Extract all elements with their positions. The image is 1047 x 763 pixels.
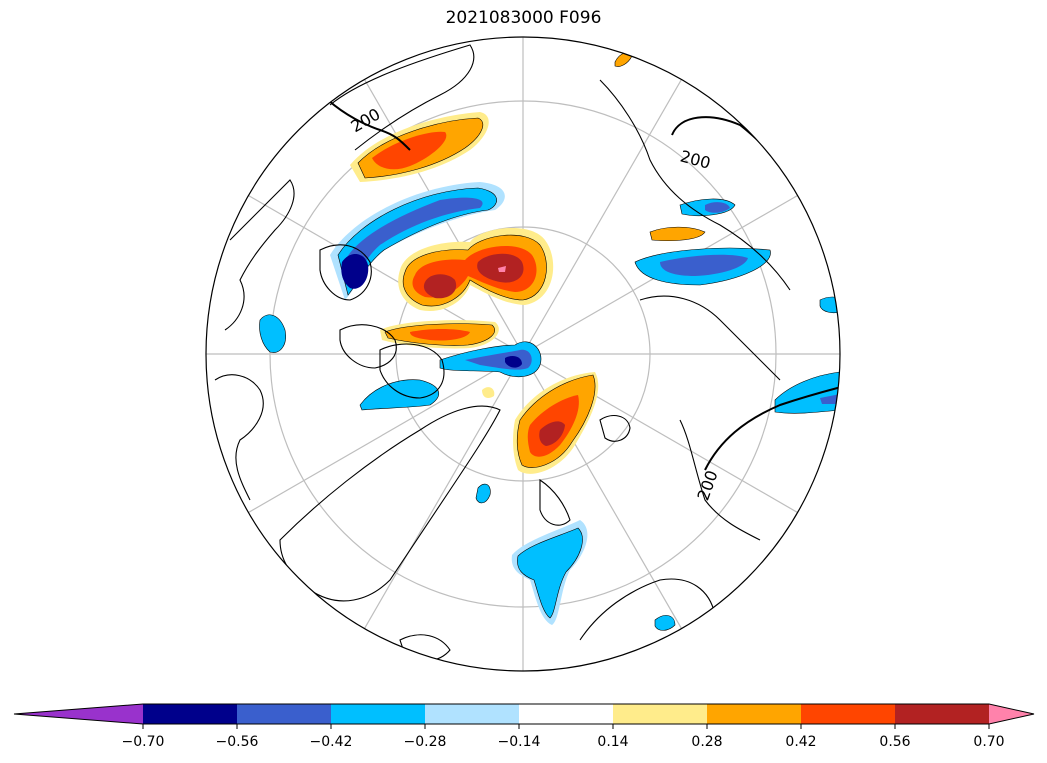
positive-anomaly-region xyxy=(539,421,565,446)
colorbar: −0.70 −0.56 −0.42 −0.28 −0.14 0.14 0.28 0.42 0.5… xyxy=(13,703,1035,750)
colorbar-bin xyxy=(237,704,332,724)
negative-anomaly-region xyxy=(660,254,748,276)
meridian-line xyxy=(248,353,524,514)
coastline xyxy=(279,405,501,602)
positive-anomaly-region xyxy=(614,52,633,67)
negative-anomaly-region xyxy=(341,254,369,289)
positive-anomaly-region xyxy=(482,387,495,398)
negative-anomaly-region xyxy=(259,314,286,353)
colorbar-tick-label: −0.28 xyxy=(404,734,447,750)
coastline xyxy=(599,415,631,442)
colorbar-tick-label: −0.70 xyxy=(122,734,165,750)
contour-line xyxy=(327,99,411,151)
colorbar-bin xyxy=(613,704,708,724)
anomaly-shading xyxy=(259,52,840,631)
coastline xyxy=(579,578,716,671)
negative-anomaly-region xyxy=(475,483,491,504)
negative-anomaly-region xyxy=(505,356,522,368)
negative-anomaly-region xyxy=(359,379,439,411)
colorbar-extend-low xyxy=(14,704,143,724)
positive-anomaly-region xyxy=(498,266,506,272)
colorbar-tick-label: 0.56 xyxy=(879,734,910,750)
plot-title: 2021083000 F096 xyxy=(445,8,602,28)
colorbar-tick-label: 0.70 xyxy=(973,734,1004,750)
colorbar-bin xyxy=(143,704,238,724)
map-content: 200 200 200 xyxy=(206,37,840,671)
negative-anomaly-region xyxy=(705,202,730,213)
colorbar-bin xyxy=(331,704,426,724)
negative-anomaly-region xyxy=(774,371,840,414)
coastlines xyxy=(214,44,791,671)
contour-label: 200 xyxy=(348,104,384,136)
meridian-line xyxy=(363,353,524,629)
coastline xyxy=(379,343,445,399)
colorbar-tick-label: −0.14 xyxy=(498,734,541,750)
coastline xyxy=(329,44,475,151)
colorbar-bin xyxy=(801,704,896,724)
negative-anomaly-region xyxy=(517,527,583,619)
coastline xyxy=(539,478,571,526)
coastline xyxy=(599,79,791,291)
negative-anomaly-region xyxy=(337,187,497,296)
contour-label: 200 xyxy=(678,146,712,172)
colorbar-extend-high xyxy=(989,704,1034,724)
coastline xyxy=(214,374,264,501)
colorbar-bin xyxy=(425,704,520,724)
colorbar-tick-label: 0.28 xyxy=(691,734,722,750)
map-frame xyxy=(205,36,841,672)
positive-anomaly-region xyxy=(649,226,706,242)
contour-line xyxy=(704,385,840,471)
colorbar-tick-label: 0.42 xyxy=(785,734,816,750)
colorbar-bin xyxy=(895,704,990,724)
coastline xyxy=(224,179,295,331)
negative-anomaly-region xyxy=(820,394,840,404)
coastline xyxy=(679,419,761,541)
coastline xyxy=(319,244,372,301)
coastline xyxy=(639,295,781,381)
colorbar-tick-label: 0.14 xyxy=(597,734,628,750)
colorbar-bin xyxy=(519,704,614,724)
meridian-line xyxy=(522,79,683,355)
colorbar-tick-label: −0.42 xyxy=(310,734,353,750)
colorbar-bin xyxy=(707,704,802,724)
positive-anomaly-region xyxy=(410,329,470,341)
coastline xyxy=(399,634,451,662)
positive-anomaly-region xyxy=(423,274,457,299)
colorbar-tick-label: −0.56 xyxy=(216,734,259,750)
coastline xyxy=(339,324,397,369)
negative-anomaly-region xyxy=(345,197,483,285)
negative-anomaly-region xyxy=(654,615,676,631)
